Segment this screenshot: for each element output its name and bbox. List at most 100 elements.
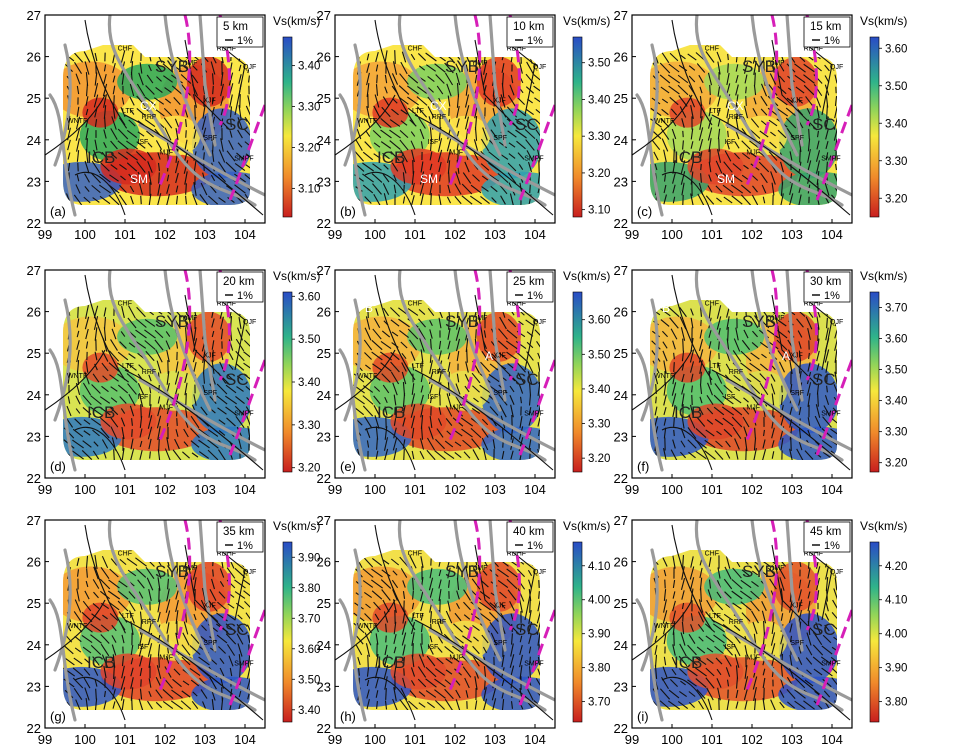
fault-trace (343, 298, 362, 422)
region-label-icb: ICB (377, 148, 405, 167)
y-tick-label: 24 (614, 388, 628, 403)
depth-legend-box (216, 271, 264, 303)
block-boundary (228, 104, 265, 201)
region-label-sm: SM (130, 172, 148, 186)
y-tick-label: 25 (317, 346, 331, 361)
y-tick-label: 22 (317, 721, 331, 736)
y-tick-label: 22 (317, 216, 331, 231)
fault-label: QJF (533, 319, 546, 326)
fault-label: MJF (159, 404, 173, 411)
fault-trace (785, 15, 804, 147)
region-label-syb: SYB (155, 562, 189, 581)
fault-label: RRF (729, 369, 743, 376)
y-tick-label: 25 (614, 596, 628, 611)
y-tick-label: 27 (614, 513, 628, 528)
depth-legend-box (506, 271, 554, 303)
colorbar-tick-label: 3.60 (588, 315, 610, 327)
anisotropy-scale-label: 1% (824, 540, 840, 552)
fault-label: SMPF (234, 156, 253, 163)
fault-label: SMPF (524, 411, 543, 418)
colorbar-tick-label: 3.90 (298, 552, 320, 564)
fault-trace (48, 348, 77, 472)
region-label-sc: SC (225, 115, 249, 134)
depth-legend-box (506, 16, 554, 48)
colorbar-tick-label: 3.20 (588, 453, 610, 465)
x-tick-label: 103 (781, 227, 803, 242)
x-tick-label: 104 (524, 482, 546, 497)
fault-label: QJF (830, 319, 843, 326)
region-label-syb: SYB (742, 57, 776, 76)
fault-trace (48, 598, 77, 722)
region-label-sc: SC (812, 115, 836, 134)
anisotropy-scale-label: 1% (824, 290, 840, 302)
colorbar (869, 541, 880, 723)
fault-label: YiMF (181, 60, 197, 67)
fault-trace (750, 520, 799, 662)
fault-label: ISF (427, 644, 438, 651)
fault-trace (45, 349, 106, 411)
y-tick-label: 25 (614, 91, 628, 106)
fault-trace (694, 15, 844, 207)
fault-label: ISF (724, 644, 735, 651)
fault-trace (632, 599, 693, 661)
x-tick-label: 103 (781, 732, 803, 747)
block-boundary (158, 270, 192, 441)
colorbar-tick-label: 3.50 (588, 349, 610, 361)
colorbar-title: Vs(km/s) (860, 14, 907, 28)
y-tick-label: 26 (614, 50, 628, 65)
fault-label: CHF (118, 550, 132, 557)
fault-trace (711, 114, 851, 216)
fault-trace (428, 123, 555, 197)
anisotropy-scale-label: 1% (237, 540, 253, 552)
fault-label: WNTF (654, 373, 674, 380)
block-boundary (815, 104, 852, 201)
colorbar-tick-label: 4.00 (588, 595, 610, 607)
fault-trace (163, 520, 212, 662)
colorbar (869, 36, 880, 218)
fault-trace (640, 298, 659, 422)
colorbar-title: Vs(km/s) (273, 269, 320, 283)
fault-label: YiMF (471, 565, 487, 572)
fault-trace (53, 298, 72, 422)
y-tick-label: 23 (317, 679, 331, 694)
fault-label: SMPF (234, 661, 253, 668)
colorbar-tick-label: 3.60 (885, 43, 907, 55)
x-tick-label: 99 (328, 227, 342, 242)
fault-trace (661, 676, 713, 721)
colorbar-tick-label: 3.40 (588, 384, 610, 396)
fault-label: QJF (243, 64, 256, 71)
fault-trace (453, 520, 502, 662)
fault-label: LTF (122, 108, 134, 115)
colorbar-tick-label: 3.20 (588, 168, 610, 180)
fault-label: SMPF (821, 156, 840, 163)
panel-i: CHF RDHF YiMF QJF XJF RRF SPF SMPF WNTF LTF MJF ISF… (614, 513, 908, 747)
velocity-field (63, 550, 250, 710)
block-boundary (228, 359, 265, 456)
fault-trace (53, 43, 72, 167)
block-boundary (158, 520, 192, 691)
region-label-b: B (662, 301, 670, 315)
map-frame (631, 269, 853, 479)
region-label-icb: ICB (87, 653, 115, 672)
colorbar-tick-label: 3.80 (885, 697, 907, 709)
region-label-syb: SYB (155, 312, 189, 331)
fault-trace (785, 520, 804, 652)
x-tick-label: 102 (154, 227, 176, 242)
x-tick-label: 100 (74, 732, 96, 747)
depth-label: 30 km (810, 276, 841, 288)
fault-label: LTF (122, 363, 134, 370)
colorbar-tick-label: 3.30 (588, 419, 610, 431)
x-tick-label: 100 (661, 482, 683, 497)
block-boundary (745, 270, 779, 441)
x-tick-label: 103 (194, 482, 216, 497)
panel-a: CHF RDHF YiMF QJF XJF RRF SPF SMPF WNTF LTF MJF ISF… (27, 8, 321, 242)
panel-g: CHF RDHF YiMF QJF XJF RRF SPF SMPF WNTF LTF MJF ISF… (27, 513, 321, 747)
fault-label: LTF (412, 363, 424, 370)
fault-trace (397, 270, 547, 462)
region-label-icb: ICB (87, 148, 115, 167)
fault-label: QJF (533, 569, 546, 576)
panel-label: (a) (50, 204, 66, 219)
y-tick-label: 24 (317, 638, 331, 653)
fault-label: RRF (142, 619, 156, 626)
fault-label: MJF (159, 654, 173, 661)
